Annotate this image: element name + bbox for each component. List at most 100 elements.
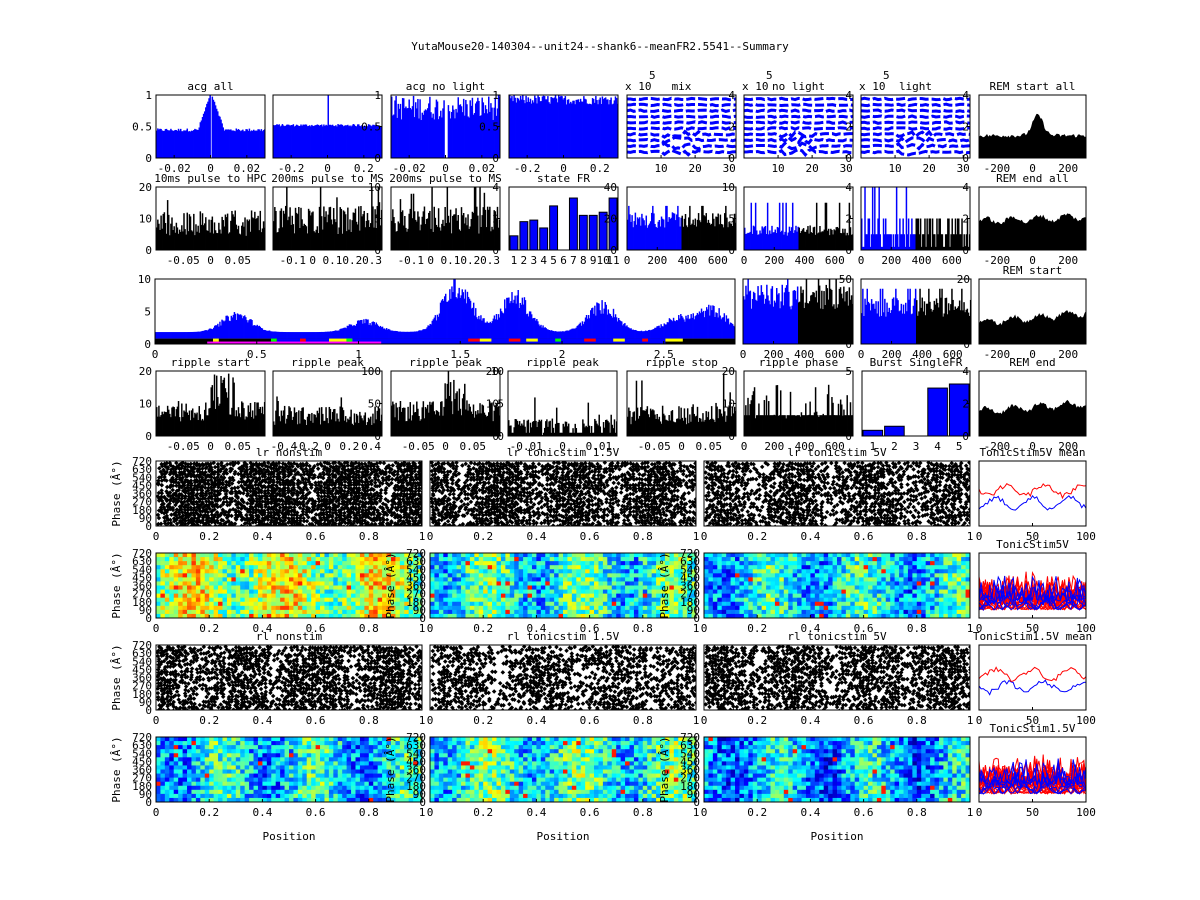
y-tick-label: 1	[145, 89, 152, 102]
histogram-bar	[181, 131, 183, 158]
spike-point	[377, 483, 382, 489]
histogram-bar	[416, 108, 418, 158]
spike-point	[463, 491, 468, 497]
histogram-bar	[316, 410, 319, 436]
histogram-bar	[639, 331, 642, 339]
spike-point	[371, 511, 377, 517]
histogram-bar	[791, 202, 794, 250]
y-tick-label: 450	[132, 479, 152, 492]
histogram-bar	[597, 303, 599, 339]
histogram-bar	[409, 107, 412, 158]
histogram-bar	[661, 218, 664, 250]
histogram-bar	[355, 126, 358, 158]
histogram-bar	[209, 95, 211, 158]
histogram-bar	[538, 419, 541, 436]
panel-title: 200ms pulse to MS	[271, 172, 384, 185]
histogram-bar	[233, 130, 235, 158]
spike-point	[359, 475, 365, 480]
spike-point	[375, 473, 381, 479]
plot-area	[744, 384, 853, 436]
histogram-bar	[712, 305, 714, 339]
histogram-bar	[404, 108, 406, 158]
histogram-bar	[636, 407, 639, 436]
histogram-bar	[162, 332, 164, 339]
histogram-bar	[943, 246, 946, 250]
histogram-bar	[282, 410, 285, 436]
x-tick-label: 1	[511, 254, 518, 267]
histogram-bar	[700, 222, 702, 250]
histogram-bar	[607, 99, 609, 158]
histogram-bar	[543, 427, 546, 436]
histogram-bar	[777, 227, 780, 250]
histogram-bar	[494, 97, 497, 158]
histogram-bar	[647, 225, 650, 250]
histogram-bar	[820, 232, 822, 250]
histogram-bar	[676, 214, 678, 250]
histogram-bar	[241, 401, 243, 436]
histogram-bar	[258, 230, 260, 250]
histogram-bar	[586, 427, 588, 436]
histogram-bar	[469, 100, 471, 158]
histogram-bar	[638, 217, 641, 250]
histogram-bar	[362, 420, 364, 436]
spike-point	[347, 511, 353, 517]
histogram-bar	[238, 130, 241, 158]
histogram-bar	[493, 410, 495, 436]
spike-point	[312, 503, 318, 509]
histogram-bar	[535, 97, 537, 158]
histogram-bar	[908, 246, 911, 250]
spike-point	[282, 517, 288, 523]
histogram-bar	[529, 98, 532, 158]
histogram-bar	[801, 415, 804, 436]
histogram-bar	[312, 332, 314, 339]
histogram-bar	[521, 423, 523, 436]
histogram-bar	[263, 402, 265, 436]
histogram-bar	[786, 415, 788, 436]
histogram-bar	[588, 425, 591, 436]
histogram-bar	[252, 325, 254, 339]
histogram-bar	[810, 415, 812, 436]
histogram-bar	[688, 319, 690, 339]
panel-lr-tonicstim-1-5v: 0 0.2 0.4 0.6 0.8 1lr tonicstim 1.5V	[427, 446, 700, 543]
histogram-bar	[641, 213, 643, 250]
histogram-bar	[538, 324, 540, 339]
histogram-bar	[587, 315, 590, 339]
histogram-bar	[955, 309, 958, 344]
spike-point	[383, 477, 389, 483]
histogram-bar	[220, 375, 222, 436]
spike-point	[313, 482, 319, 488]
histogram-bar	[680, 314, 682, 339]
histogram-bar	[823, 291, 825, 344]
histogram-bar	[471, 414, 474, 436]
histogram-bar	[523, 297, 526, 339]
spike-point	[412, 518, 418, 524]
histogram-bar	[307, 413, 310, 436]
histogram-bar	[949, 246, 951, 250]
histogram-bar	[649, 221, 652, 250]
histogram-bar	[886, 302, 888, 344]
histogram-bar	[474, 187, 477, 250]
spike-point	[249, 478, 255, 483]
histogram-bar	[575, 327, 577, 339]
histogram-bar	[245, 416, 247, 436]
histogram-bar	[222, 320, 224, 339]
histogram-bar	[848, 287, 851, 344]
histogram-bar	[567, 330, 569, 339]
histogram-bar	[328, 406, 331, 436]
histogram-bar	[203, 409, 206, 436]
histogram-bar	[962, 246, 964, 250]
state-event	[479, 338, 492, 342]
histogram-bar	[712, 418, 714, 436]
histogram-bar	[306, 332, 308, 339]
histogram-bar	[612, 308, 615, 339]
y-tick-label: 10	[138, 273, 151, 286]
histogram-bar	[187, 332, 189, 339]
histogram-bar	[404, 407, 406, 436]
spike-point	[416, 488, 422, 493]
histogram-bar	[292, 332, 295, 339]
histogram-bar	[540, 324, 542, 339]
histogram-bar	[191, 408, 194, 436]
histogram-bar	[940, 297, 942, 344]
